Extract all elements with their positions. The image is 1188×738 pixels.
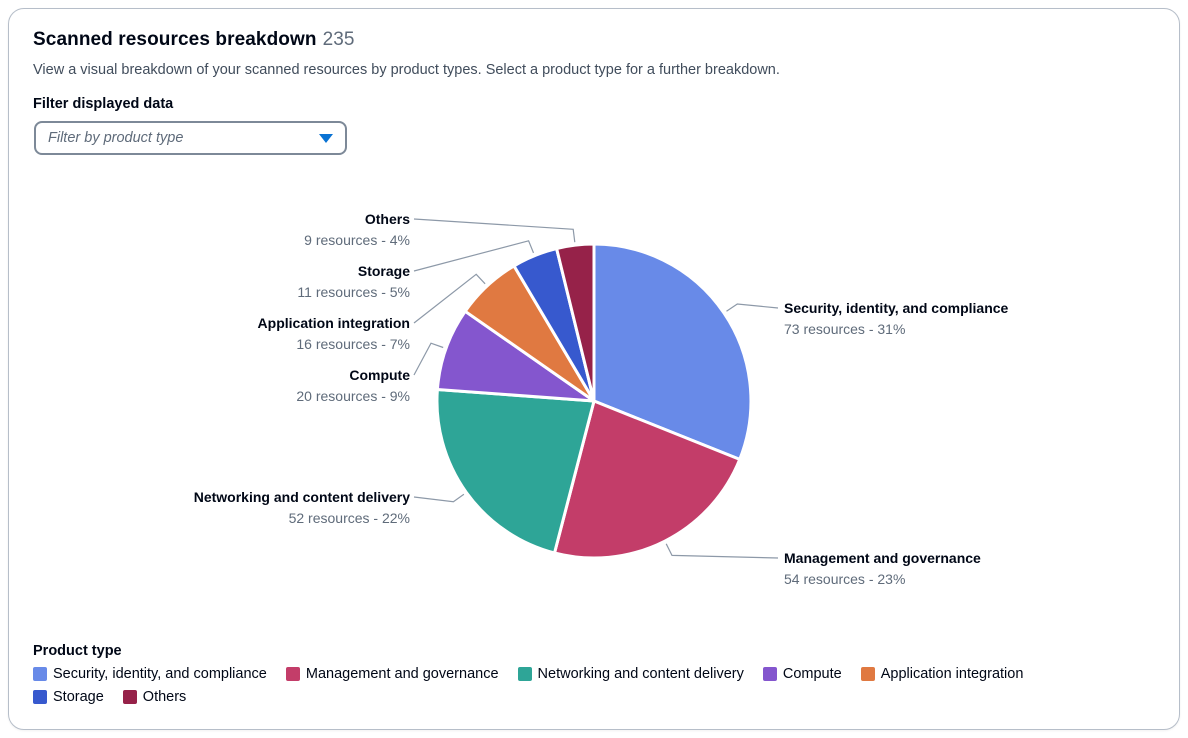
page-title: Scanned resources breakdown 235 bbox=[33, 29, 355, 50]
pie-slice-compute[interactable] bbox=[435, 309, 596, 403]
legend-title: Product type bbox=[33, 643, 122, 659]
resource-count-badge: 235 bbox=[322, 29, 355, 50]
legend-item-application-integration[interactable]: Application integration bbox=[860, 666, 1024, 682]
pie-label-security-identity-and-compliance: Security, identity, and compliance 73 res… bbox=[784, 299, 1008, 338]
product-type-filter-select[interactable]: Filter by product type bbox=[34, 121, 347, 155]
legend-item-label: Application integration bbox=[880, 666, 1024, 682]
leader-line-management-and-governance bbox=[665, 543, 779, 559]
pie-label-name: Storage bbox=[357, 263, 410, 279]
legend-row-1: Security, identity, and compliance Manage… bbox=[33, 666, 1023, 682]
pie-slice-others[interactable] bbox=[555, 242, 596, 403]
pie-slice-management-and-governance[interactable] bbox=[553, 399, 742, 560]
card-description: View a visual breakdown of your scanned … bbox=[33, 62, 780, 78]
leader-line-compute bbox=[413, 342, 444, 376]
legend-item-compute[interactable]: Compute bbox=[762, 666, 842, 682]
pie-label-detail: 54 resources - 23% bbox=[784, 571, 906, 587]
pie-slice-networking-and-content-delivery[interactable] bbox=[435, 388, 596, 555]
leader-line-security-identity-and-compliance bbox=[726, 303, 779, 312]
legend-swatch-icon bbox=[33, 667, 47, 681]
legend-swatch-icon bbox=[517, 667, 532, 681]
pie-label-name: Compute bbox=[349, 367, 410, 383]
legend-item-label: Others bbox=[142, 689, 187, 705]
legend-swatch-icon bbox=[860, 667, 875, 681]
legend-item-storage[interactable]: Storage bbox=[33, 689, 104, 705]
pie-label-detail: 20 resources - 9% bbox=[296, 388, 410, 404]
legend-item-label: Management and governance bbox=[305, 666, 499, 682]
legend-swatch-icon bbox=[762, 667, 777, 681]
legend-item-label: Security, identity, and compliance bbox=[53, 666, 267, 682]
leader-line-others bbox=[413, 218, 576, 243]
legend-item-management-and-governance[interactable]: Management and governance bbox=[285, 666, 499, 682]
dropdown-caret-icon bbox=[319, 133, 333, 143]
pie-chart bbox=[413, 218, 779, 560]
legend-item-security-identity-and-compliance[interactable]: Security, identity, and compliance bbox=[33, 666, 267, 682]
leader-line-networking-and-content-delivery bbox=[413, 493, 465, 503]
card-header: Scanned resources breakdown 235 bbox=[33, 29, 355, 51]
pie-label-name: Security, identity, and compliance bbox=[784, 300, 1009, 316]
legend-item-label: Storage bbox=[53, 689, 104, 705]
pie-slice-security-identity-and-compliance[interactable] bbox=[592, 242, 753, 461]
pie-label-name: Networking and content delivery bbox=[193, 489, 410, 505]
pie-label-networking-and-content-delivery: Networking and content delivery 52 resour… bbox=[194, 488, 410, 527]
filter-placeholder: Filter by product type bbox=[48, 130, 184, 146]
legend-item-others[interactable]: Others bbox=[122, 689, 187, 705]
pie-label-detail: 16 resources - 7% bbox=[296, 336, 410, 352]
page-title-text: Scanned resources breakdown bbox=[33, 29, 317, 50]
legend-item-label: Compute bbox=[782, 666, 842, 682]
pie-label-detail: 52 resources - 22% bbox=[288, 510, 410, 526]
pie-label-name: Others bbox=[364, 211, 410, 227]
pie-label-name: Management and governance bbox=[784, 550, 981, 566]
filter-label: Filter displayed data bbox=[33, 96, 174, 112]
pie-label-name: Application integration bbox=[257, 315, 410, 331]
pie-label-compute: Compute 20 resources - 9% bbox=[296, 366, 410, 405]
legend-swatch-icon bbox=[285, 667, 300, 681]
pie-label-detail: 9 resources - 4% bbox=[304, 232, 410, 248]
legend-item-label: Networking and content delivery bbox=[537, 666, 744, 682]
pie-label-management-and-governance: Management and governance 54 resources - … bbox=[784, 549, 981, 588]
pie-label-others: Others 9 resources - 4% bbox=[304, 210, 410, 249]
scanned-resources-card: Scanned resources breakdown 235 View a vi… bbox=[8, 8, 1180, 730]
leader-line-application-integration bbox=[413, 273, 486, 324]
legend-item-networking-and-content-delivery[interactable]: Networking and content delivery bbox=[517, 666, 744, 682]
pie-label-detail: 11 resources - 5% bbox=[297, 284, 410, 300]
pie-label-storage: Storage 11 resources - 5% bbox=[297, 262, 410, 301]
leader-line-storage bbox=[413, 240, 535, 272]
legend-row-2: Storage Others bbox=[33, 689, 186, 705]
pie-label-detail: 73 resources - 31% bbox=[784, 321, 906, 337]
pie-label-application-integration: Application integration 16 resources - 7% bbox=[258, 314, 410, 353]
legend-swatch-icon bbox=[33, 690, 47, 704]
legend-swatch-icon bbox=[122, 690, 137, 704]
